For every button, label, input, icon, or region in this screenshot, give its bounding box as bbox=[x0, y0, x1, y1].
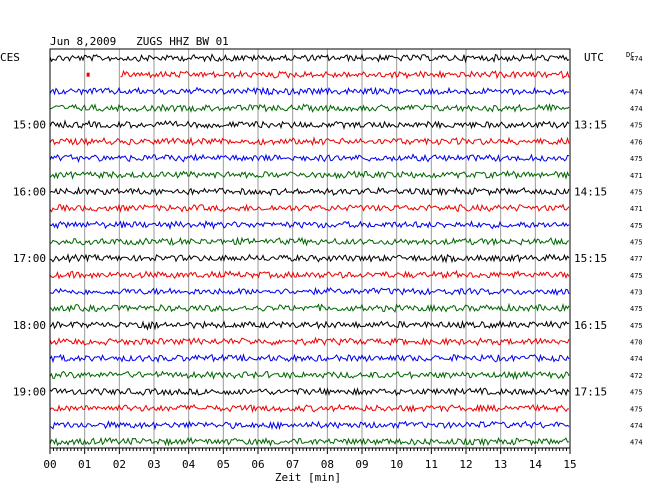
dc-value: 474 bbox=[630, 88, 643, 96]
trace-row-5 bbox=[49, 119, 570, 130]
x-tick-label: 04 bbox=[182, 458, 196, 471]
left-time-label: 19:00 bbox=[13, 386, 46, 399]
right-time-label: 14:15 bbox=[574, 185, 607, 198]
dc-value: 475 bbox=[630, 222, 643, 230]
x-tick-label: 00 bbox=[43, 458, 56, 471]
trace-row-13 bbox=[49, 253, 570, 264]
dc-value: 470 bbox=[630, 339, 643, 347]
trace-row-1 bbox=[49, 53, 570, 64]
dc-value: 475 bbox=[630, 405, 643, 413]
trace-row-15 bbox=[49, 286, 570, 297]
x-tick-label: 15 bbox=[563, 458, 576, 471]
dc-value: 475 bbox=[630, 188, 643, 196]
trace-row-24 bbox=[49, 436, 570, 447]
x-axis-label: Zeit [min] bbox=[275, 471, 341, 484]
trace-row-2 bbox=[120, 69, 570, 80]
trace-row-8 bbox=[49, 169, 570, 180]
dc-value: 477 bbox=[630, 255, 643, 263]
dc-value: 474 bbox=[630, 439, 643, 447]
dc-value: 475 bbox=[630, 272, 643, 280]
right-timezone-label: UTC bbox=[584, 51, 604, 64]
x-tick-label: 08 bbox=[321, 458, 334, 471]
x-tick-label: 13 bbox=[494, 458, 507, 471]
dc-value: 471 bbox=[630, 172, 643, 180]
dc-value: 475 bbox=[630, 238, 643, 246]
x-tick-label: 06 bbox=[251, 458, 264, 471]
trace-row-11 bbox=[49, 219, 570, 231]
right-time-label: 15:15 bbox=[574, 252, 607, 265]
trace-row-10 bbox=[49, 203, 570, 213]
left-time-label: 18:00 bbox=[13, 319, 46, 332]
trace-row-19 bbox=[49, 352, 570, 364]
dc-value: 474 bbox=[630, 55, 643, 63]
dc-value: 473 bbox=[630, 289, 643, 297]
x-tick-label: 10 bbox=[390, 458, 403, 471]
dc-value: 474 bbox=[630, 105, 643, 113]
grid-lines bbox=[84, 49, 536, 448]
trace-row-21 bbox=[49, 386, 570, 397]
x-tick-label: 01 bbox=[78, 458, 91, 471]
trace-row-6 bbox=[49, 136, 570, 147]
trace-row-7 bbox=[49, 153, 570, 163]
dc-value: 476 bbox=[630, 138, 643, 146]
x-tick-label: 12 bbox=[459, 458, 472, 471]
seismic-traces bbox=[49, 53, 570, 447]
trace-row-23 bbox=[49, 420, 570, 431]
dc-value: 475 bbox=[630, 122, 643, 130]
right-time-label: 13:15 bbox=[574, 119, 607, 132]
x-axis: 00 01 02 03 04 05 06 07 08 09 10 11 12 13 14 15 bbox=[43, 448, 577, 471]
x-tick-label: 02 bbox=[113, 458, 126, 471]
dc-value: 475 bbox=[630, 305, 643, 313]
trace-row-14 bbox=[49, 269, 570, 280]
x-tick-label: 07 bbox=[286, 458, 299, 471]
trace-row-12 bbox=[49, 236, 570, 247]
chart-title: Jun 8,2009 ZUGS HHZ BW 01 bbox=[50, 35, 229, 48]
x-tick-label: 14 bbox=[529, 458, 543, 471]
dc-value: 475 bbox=[630, 389, 643, 397]
trace-row-20 bbox=[49, 370, 570, 381]
trace-row-3 bbox=[49, 86, 570, 96]
trace-row-16 bbox=[49, 302, 570, 313]
dc-value: 474 bbox=[630, 422, 643, 430]
trace-row-18 bbox=[49, 336, 570, 347]
x-tick-label: 11 bbox=[425, 458, 438, 471]
x-tick-label: 03 bbox=[147, 458, 160, 471]
dc-value: 475 bbox=[630, 155, 643, 163]
dc-value: 472 bbox=[630, 372, 643, 380]
trace-row-4 bbox=[49, 102, 570, 113]
left-time-label: 16:00 bbox=[13, 185, 46, 198]
x-tick-label: 09 bbox=[355, 458, 368, 471]
dc-header-label: DC bbox=[626, 51, 634, 59]
left-time-labels: 15:00 16:00 17:00 18:00 19:00 bbox=[13, 119, 46, 399]
right-time-label: 17:15 bbox=[574, 386, 607, 399]
trace-row-17 bbox=[49, 319, 570, 331]
right-time-label: 16:15 bbox=[574, 319, 607, 332]
left-timezone-label: CES bbox=[0, 51, 20, 64]
right-time-labels: 13:15 14:15 15:15 16:15 17:15 bbox=[574, 119, 607, 399]
left-time-label: 17:00 bbox=[13, 252, 46, 265]
trace-row-9 bbox=[49, 186, 570, 197]
dc-value: 471 bbox=[630, 205, 643, 213]
dc-values: 474 474 474 475 476 475 471 475 471 475 475 477 475 4… bbox=[630, 55, 643, 447]
isolated-sample-mark bbox=[86, 72, 90, 77]
left-time-label: 15:00 bbox=[13, 119, 46, 132]
dc-value: 475 bbox=[630, 322, 643, 330]
dc-value: 474 bbox=[630, 355, 643, 363]
trace-row-22 bbox=[49, 403, 570, 414]
x-tick-label: 05 bbox=[217, 458, 230, 471]
